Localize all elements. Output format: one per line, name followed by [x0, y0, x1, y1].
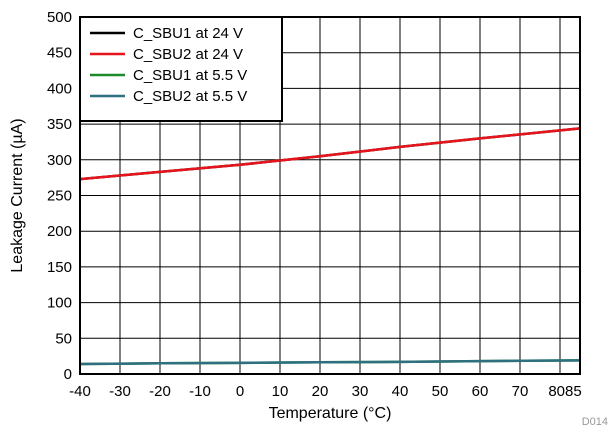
- y-tick-label: 200: [47, 223, 72, 240]
- x-tick-label: 40: [392, 383, 409, 400]
- x-tick-label: 30: [352, 383, 369, 400]
- y-tick-label: 150: [47, 259, 72, 276]
- y-tick-label: 300: [47, 152, 72, 169]
- legend-entry: C_SBU2 at 24 V: [133, 46, 243, 63]
- y-tick-label: 250: [47, 188, 72, 205]
- y-tick-label: 50: [55, 330, 72, 347]
- legend-entry: C_SBU1 at 5.5 V: [133, 67, 247, 84]
- legend: C_SBU1 at 24 V C_SBU2 at 24 V C_SBU1 at 5.…: [79, 16, 283, 122]
- y-tick-labels: 0 50 100 150 200 250 300 350 400 450 500: [47, 9, 72, 383]
- y-tick-label: 350: [47, 116, 72, 133]
- x-tick-labels: -40 -30 -20 -10 0 10 20 30 40 50 60 70 8085: [69, 383, 582, 400]
- y-tick-label: 400: [47, 80, 72, 97]
- x-tick-label: 60: [472, 383, 489, 400]
- figure-id-annotation: D014: [582, 416, 608, 428]
- legend-entry: C_SBU1 at 24 V: [133, 25, 243, 42]
- legend-entry: C_SBU2 at 5.5 V: [133, 88, 247, 105]
- x-tick-label: 20: [312, 383, 329, 400]
- series-line: [79, 359, 581, 366]
- x-tick-label: 50: [432, 383, 449, 400]
- series-line: [79, 127, 581, 181]
- y-tick-label: 0: [64, 366, 72, 383]
- y-tick-label: 450: [47, 45, 72, 62]
- series-lines: [79, 127, 581, 366]
- x-tick-label: 0: [236, 383, 244, 400]
- y-tick-label: 100: [47, 295, 72, 312]
- legend-box: [79, 16, 283, 122]
- y-tick-label: 500: [47, 9, 72, 26]
- x-tick-label: -20: [149, 383, 171, 400]
- y-axis-label: Leakage Current (µA): [9, 118, 26, 272]
- x-tick-label: -30: [109, 383, 131, 400]
- x-axis-label: Temperature (°C): [269, 405, 392, 422]
- x-tick-label: 10: [272, 383, 289, 400]
- x-tick-label: 8085: [548, 383, 581, 400]
- x-tick-label: -40: [69, 383, 91, 400]
- x-tick-label: -10: [189, 383, 211, 400]
- plot-frame: [79, 16, 581, 375]
- x-tick-label: 70: [512, 383, 529, 400]
